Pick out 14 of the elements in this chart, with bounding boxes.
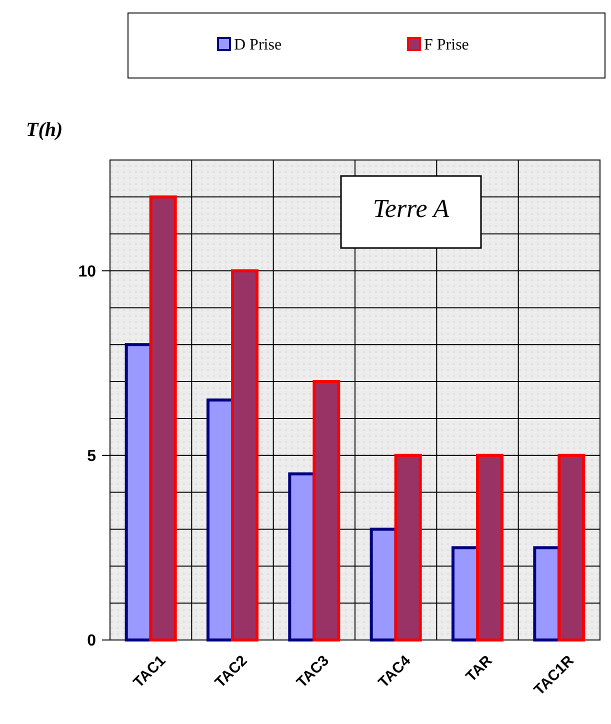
y-tick-label: 0 — [87, 632, 96, 650]
bar — [476, 454, 504, 642]
annotation: Terre A — [372, 194, 450, 224]
bar — [394, 454, 422, 642]
y-axis-title: T(h) — [26, 119, 63, 141]
y-tick-label: 10 — [78, 263, 96, 280]
bar — [231, 269, 258, 642]
bar — [558, 454, 586, 642]
legend-label: F Prise — [424, 36, 469, 54]
y-tick-label: 5 — [87, 448, 96, 465]
legend-label: D Prise — [234, 36, 282, 54]
bar — [312, 380, 340, 642]
bar — [149, 195, 177, 642]
x-tick-label: TAR — [462, 652, 496, 686]
